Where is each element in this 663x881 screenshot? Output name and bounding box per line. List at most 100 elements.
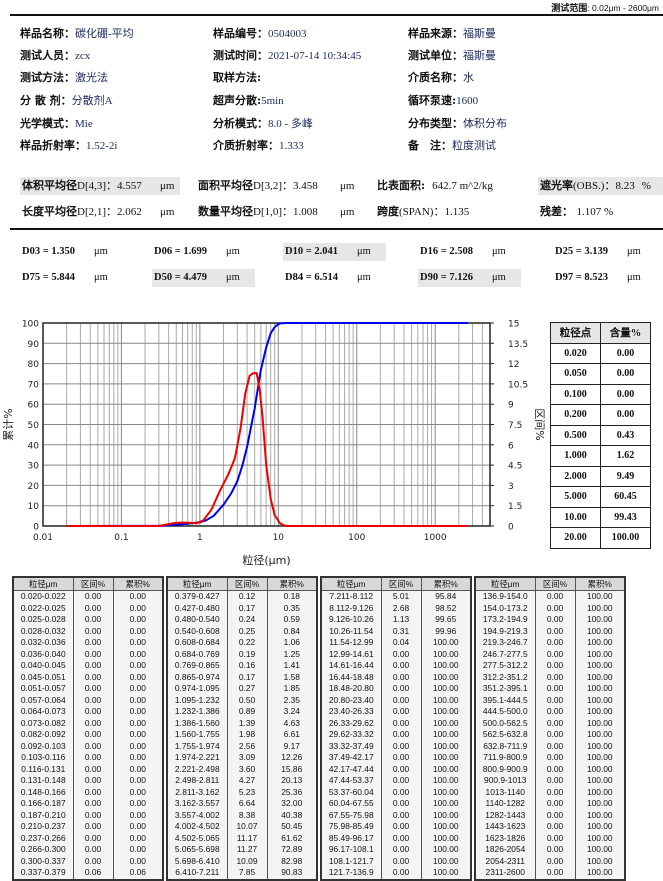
svg-text:15: 15 bbox=[508, 320, 519, 330]
table-row: 37.49-42.17 0.00 100.00 bbox=[321, 752, 472, 764]
svg-text:0.01: 0.01 bbox=[33, 533, 53, 543]
table-row: 0.187-0.210 0.00 0.00 bbox=[13, 809, 164, 821]
svg-text:累计%: 累计% bbox=[2, 408, 15, 440]
svg-text:80: 80 bbox=[28, 360, 40, 370]
d-value: D97 = 8.523 μm bbox=[555, 272, 641, 283]
table-row: 1.560-1.755 1.98 6.61 bbox=[167, 729, 318, 741]
svg-text:粒径(μm): 粒径(μm) bbox=[242, 553, 290, 567]
info-value: 1.333 bbox=[279, 140, 304, 152]
d-value: D75 = 5.844 μm bbox=[22, 272, 108, 283]
table-row: 14.61-16.44 0.00 100.00 bbox=[321, 660, 472, 672]
info-label: 样品来源： bbox=[408, 27, 463, 40]
info-value: 碳化硼-平均 bbox=[75, 28, 134, 40]
table-row: 67.55-75.98 0.00 100.00 bbox=[321, 809, 472, 821]
table-row: 0.131-0.148 0.00 0.00 bbox=[13, 775, 164, 787]
table-row: 18.48-20.80 0.00 100.00 bbox=[321, 683, 472, 695]
table-row: 0.500 0.43 bbox=[550, 424, 651, 446]
table-row: 16.44-18.48 0.00 100.00 bbox=[321, 671, 472, 683]
table-row: 0.020-0.022 0.00 0.00 bbox=[13, 590, 164, 603]
table-row: 173.2-194.9 0.00 100.00 bbox=[475, 614, 626, 626]
svg-text:12: 12 bbox=[508, 360, 519, 370]
table-row: 60.04-67.55 0.00 100.00 bbox=[321, 798, 472, 810]
svg-text:100: 100 bbox=[348, 533, 365, 543]
table-row: 219.3-246.7 0.00 100.00 bbox=[475, 637, 626, 649]
test-range: 测试范围: 0.02μm - 2600μm bbox=[551, 1, 659, 14]
stat-d43: 体积平均径D[4,3]：4.557 μm bbox=[20, 177, 180, 195]
table-row: 312.2-351.2 0.00 100.00 bbox=[475, 671, 626, 683]
table-row: 5.065-5.698 11.27 72.89 bbox=[167, 844, 318, 856]
svg-text:10.5: 10.5 bbox=[508, 380, 528, 390]
info-value: 粒度测试 bbox=[452, 140, 496, 152]
info-value: 福斯曼 bbox=[463, 50, 496, 62]
svg-text:3: 3 bbox=[508, 482, 514, 492]
test-range-value: : 0.02μm - 2600μm bbox=[587, 3, 659, 13]
table-row: 29.62-33.32 0.00 100.00 bbox=[321, 729, 472, 741]
table-row: 2.221-2.498 3.60 15.86 bbox=[167, 763, 318, 775]
info-field: 分析模式：8.0 - 多峰 bbox=[213, 115, 313, 131]
table-row: 6.410-7.211 7.85 90.83 bbox=[167, 867, 318, 880]
table-row: 2311-2600 0.00 100.00 bbox=[475, 867, 626, 880]
table-row: 1623-1826 0.00 100.00 bbox=[475, 832, 626, 844]
table-row: 96.17-108.1 0.00 100.00 bbox=[321, 844, 472, 856]
info-value: 福斯曼 bbox=[463, 28, 496, 40]
svg-text:90: 90 bbox=[28, 340, 40, 350]
table-row: 4.002-4.502 10.07 50.45 bbox=[167, 821, 318, 833]
table-row: 8.112-9.126 2.68 98.52 bbox=[321, 602, 472, 614]
d-value: D16 = 2.508 μm bbox=[420, 246, 506, 257]
svg-text:0: 0 bbox=[508, 523, 514, 533]
stat-d10-number: 数量平均径D[1,0]：1.008 μm bbox=[198, 205, 355, 218]
d-value: D25 = 3.139 μm bbox=[555, 246, 641, 257]
table-row: 85.49-96.17 0.00 100.00 bbox=[321, 832, 472, 844]
info-field: 介质名称：水 bbox=[408, 69, 474, 85]
info-label: 光学模式： bbox=[20, 117, 75, 130]
distribution-tables: 粒径μm 区间% 累积% 0.020-0.022 0.00 0.00 0.022-0.025… bbox=[12, 576, 626, 881]
table-row: 154.0-173.2 0.00 100.00 bbox=[475, 602, 626, 614]
svg-text:1.5: 1.5 bbox=[508, 502, 522, 512]
info-value: 2021-07-14 10:34:45 bbox=[268, 50, 362, 62]
table-row: 7.211-8.112 5.01 95.84 bbox=[321, 590, 472, 603]
table-row: 26.33-29.62 0.00 100.00 bbox=[321, 717, 472, 729]
table-row: 0.769-0.865 0.16 1.41 bbox=[167, 660, 318, 672]
info-value: 分散剂A bbox=[71, 95, 113, 107]
svg-text:40: 40 bbox=[28, 441, 40, 451]
table-row: 0.022-0.025 0.00 0.00 bbox=[13, 602, 164, 614]
distribution-table-1: 粒径μm 区间% 累积% 0.020-0.022 0.00 0.00 0.022-0.025… bbox=[12, 576, 164, 881]
table-row: 9.126-10.26 1.13 99.65 bbox=[321, 614, 472, 626]
stat-residual: 残差： 1.107 % bbox=[540, 205, 614, 218]
table-row: 0.092-0.103 0.00 0.00 bbox=[13, 740, 164, 752]
info-field: 测试方法：激光法 bbox=[20, 69, 108, 85]
svg-text:4.5: 4.5 bbox=[508, 462, 522, 472]
table-row: 0.427-0.480 0.17 0.35 bbox=[167, 602, 318, 614]
distribution-table-3: 粒径μm 区间% 累积% 7.211-8.112 5.01 95.84 8.112-9.12… bbox=[320, 576, 472, 881]
interval-curve bbox=[66, 372, 468, 527]
table-row: 0.051-0.057 0.00 0.00 bbox=[13, 683, 164, 695]
info-label: 介质折射率： bbox=[213, 139, 279, 152]
distribution-table-2: 粒径μm 区间% 累积% 0.379-0.427 0.12 0.18 0.427-0.480… bbox=[166, 576, 318, 881]
table-row: 0.057-0.064 0.00 0.00 bbox=[13, 694, 164, 706]
table-row: 0.200 0.00 bbox=[550, 404, 651, 426]
info-field: 分布类型：体积分布 bbox=[408, 115, 507, 131]
svg-text:70: 70 bbox=[28, 380, 40, 390]
svg-text:20: 20 bbox=[28, 482, 40, 492]
info-field: 测试单位：福斯曼 bbox=[408, 47, 496, 63]
table-row: 0.608-0.684 0.22 1.06 bbox=[167, 637, 318, 649]
table-row: 632.8-711.9 0.00 100.00 bbox=[475, 740, 626, 752]
table-row: 4.502-5.065 11.17 61.62 bbox=[167, 832, 318, 844]
info-value: zcx bbox=[75, 50, 91, 62]
table-row: 500.0-562.5 0.00 100.00 bbox=[475, 717, 626, 729]
table-row: 0.266-0.300 0.00 0.00 bbox=[13, 844, 164, 856]
table-row: 5.000 60.45 bbox=[550, 486, 651, 508]
info-field: 介质折射率：1.333 bbox=[213, 137, 304, 153]
distribution-table-4: 粒径μm 区间% 累积% 136.9-154.0 0.00 100.00 154.0-173… bbox=[474, 576, 626, 881]
info-label: 备 注： bbox=[408, 139, 452, 152]
info-label: 介质名称： bbox=[408, 71, 463, 84]
table-row: 121.7-136.9 0.00 100.00 bbox=[321, 867, 472, 880]
stats-divider bbox=[10, 228, 663, 230]
table-row: 277.5-312.2 0.00 100.00 bbox=[475, 660, 626, 672]
table-row: 0.865-0.974 0.17 1.58 bbox=[167, 671, 318, 683]
info-field: 测试时间：2021-07-14 10:34:45 bbox=[213, 47, 361, 63]
svg-text:7.5: 7.5 bbox=[508, 421, 522, 431]
stat-specific-surface-area: 比表面积: 642.7 m^2/kg bbox=[377, 179, 493, 192]
info-label: 测试单位： bbox=[408, 49, 463, 62]
table-row: 0.210-0.237 0.00 0.00 bbox=[13, 821, 164, 833]
